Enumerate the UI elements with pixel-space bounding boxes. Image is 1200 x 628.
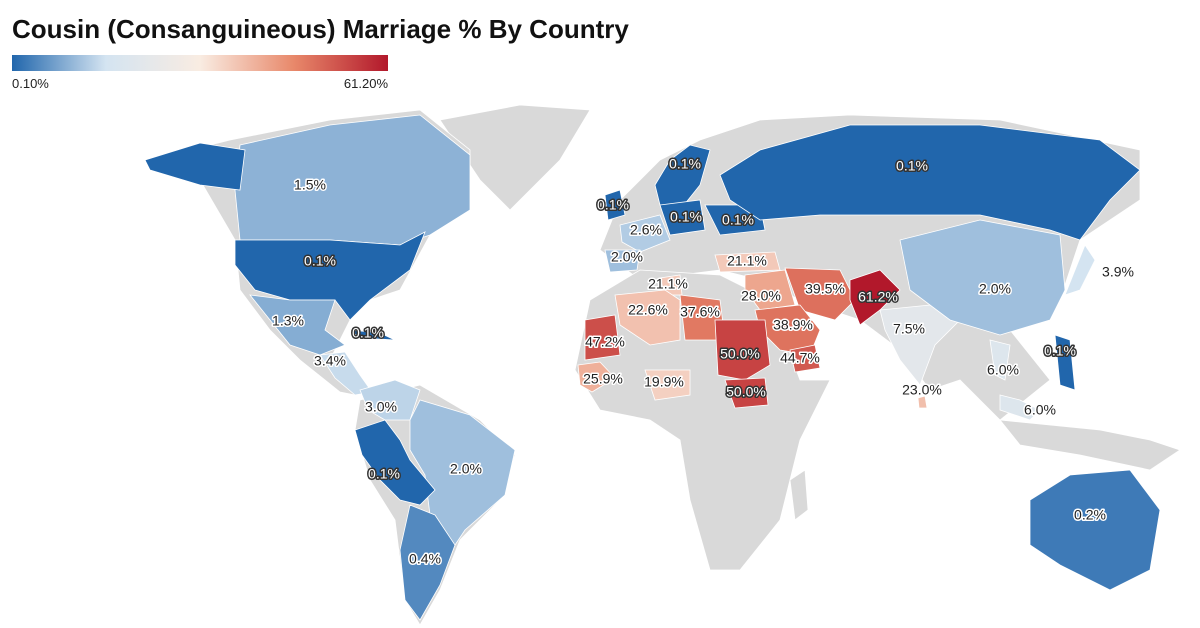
value-label: 21.1% <box>648 276 688 292</box>
value-label: 47.2% <box>585 334 625 350</box>
value-label: 0.1% <box>669 156 701 172</box>
value-label: 50.0% <box>720 346 760 362</box>
country-region <box>234 114 471 246</box>
country-region <box>784 267 856 321</box>
value-label: 61.2% <box>858 289 898 305</box>
value-label: 0.1% <box>597 197 629 213</box>
country-region <box>789 344 821 373</box>
value-label: 2.6% <box>630 222 662 238</box>
country-region <box>348 329 396 341</box>
country-region <box>614 289 681 346</box>
chart-title: Cousin (Consanguineous) Marriage % By Co… <box>12 14 629 44</box>
regions <box>144 114 1161 621</box>
value-label: 6.0% <box>987 362 1019 378</box>
value-label: 2.0% <box>450 461 482 477</box>
value-label: 44.7% <box>780 350 820 366</box>
value-label: 3.9% <box>1102 264 1134 280</box>
value-label: 3.0% <box>365 399 397 415</box>
value-label: 0.1% <box>304 253 336 269</box>
country-region <box>399 504 456 621</box>
value-label: 2.0% <box>979 281 1011 297</box>
country-region <box>659 199 706 236</box>
country-region <box>604 249 641 273</box>
country-region <box>354 419 436 506</box>
value-label: 21.1% <box>727 253 767 269</box>
country-region <box>989 339 1011 381</box>
value-label: 28.0% <box>741 288 781 304</box>
country-region <box>1064 244 1096 296</box>
country-region <box>144 142 426 321</box>
value-label: 2.0% <box>611 249 643 265</box>
country-region <box>577 361 616 393</box>
value-label: 0.1% <box>1044 343 1076 359</box>
country-region <box>999 394 1041 421</box>
country-region <box>1029 469 1161 591</box>
country-region <box>584 314 621 361</box>
country-region <box>714 251 781 273</box>
value-label: 39.5% <box>805 281 845 297</box>
legend-max-label: 61.20% <box>344 76 389 91</box>
value-label: 22.6% <box>628 302 668 318</box>
value-label: 37.6% <box>680 304 720 320</box>
value-label: 38.9% <box>773 317 813 333</box>
country-region <box>714 319 771 381</box>
value-label: 50.0% <box>726 384 766 400</box>
country-region <box>604 189 626 221</box>
labels: 1.5% 0.1% 1.3% 0.1% 3.4% 3.0% 2.0% 0.1% 0.4% 0.1%… <box>271 154 1136 568</box>
value-label: 0.4% <box>409 551 441 567</box>
legend-gradient <box>12 55 388 71</box>
country-region <box>724 377 769 409</box>
value-label: 23.0% <box>902 382 942 398</box>
value-label: 0.2% <box>1074 507 1106 523</box>
value-label: 6.0% <box>1024 402 1056 418</box>
country-region <box>249 294 346 356</box>
value-label: 0.1% <box>368 466 400 482</box>
value-label: 25.9% <box>583 371 623 387</box>
value-label: 0.1% <box>670 209 702 225</box>
country-region <box>619 214 671 253</box>
country-region <box>644 369 691 401</box>
value-label: 1.5% <box>294 177 326 193</box>
value-label: 0.1% <box>352 325 384 341</box>
country-region <box>917 395 928 409</box>
value-label: 1.3% <box>272 313 304 329</box>
country-region <box>899 219 1066 336</box>
country-region <box>1054 334 1076 391</box>
value-label: 0.1% <box>896 158 928 174</box>
value-label: 0.1% <box>722 212 754 228</box>
value-label: 3.4% <box>314 353 346 369</box>
legend-min-label: 0.10% <box>12 76 49 91</box>
value-label: 7.5% <box>893 321 925 337</box>
country-region <box>719 124 1141 241</box>
value-label: 19.9% <box>644 374 684 390</box>
